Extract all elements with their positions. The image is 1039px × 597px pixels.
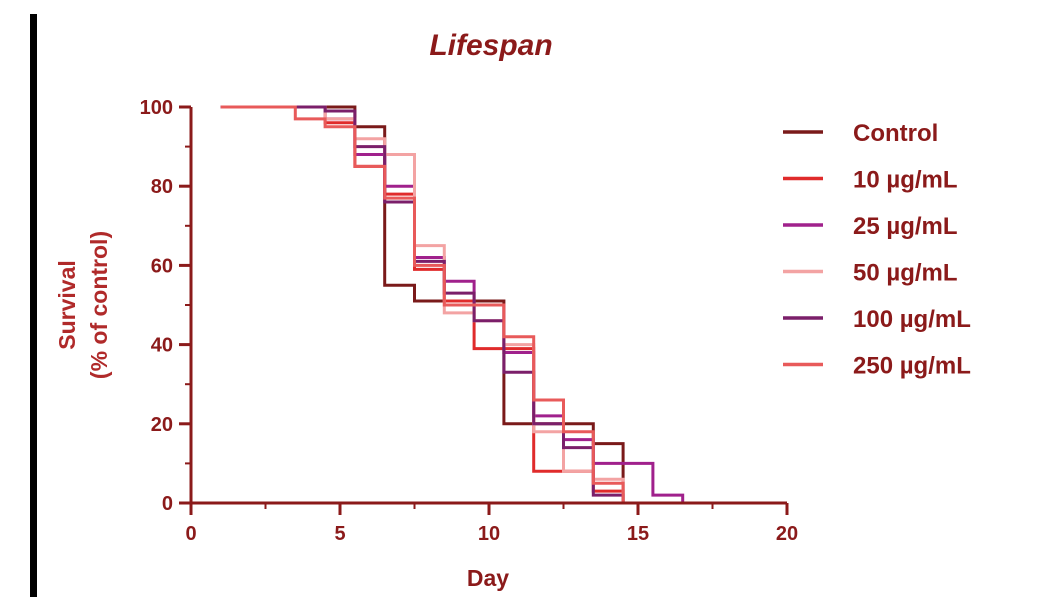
axes-layer: 0 20 40 60 80 100 0 5 10 15 20 [140, 97, 799, 545]
y-tick-label: 80 [151, 176, 173, 198]
y-axis-title-line2: (% of control) [86, 231, 112, 379]
y-axis-title: Survival (% of control) [54, 231, 112, 379]
legend-label-5: 100 µg/mL [853, 306, 971, 333]
chart-title: Lifespan [429, 29, 552, 62]
legend-label-6: 250 µg/mL [853, 353, 971, 380]
legend-label-3: 25 µg/mL [853, 213, 958, 240]
legend-label-4: 50 µg/mL [853, 260, 958, 287]
left-border-bar [30, 14, 37, 597]
x-tick-label: 10 [478, 523, 500, 545]
y-tick-label: 100 [140, 97, 173, 119]
x-axis-title: Day [467, 565, 509, 591]
x-tick-label: 20 [776, 523, 798, 545]
series-layer [220, 105, 685, 503]
x-tick-label: 5 [334, 523, 345, 545]
y-tick-label: 40 [151, 335, 173, 357]
x-tick-label: 15 [627, 523, 649, 545]
y-axis-title-line1: Survival [54, 260, 80, 350]
legend-label-2: 10 µg/mL [853, 167, 958, 194]
legend: Control 10 µg/mL 25 µg/mL 50 µg/mL 100 µg/mL… [783, 120, 971, 380]
series-line-6 [220, 105, 625, 503]
series-line-5 [220, 105, 625, 503]
legend-label-1: Control [853, 120, 938, 147]
x-tick-label: 0 [185, 523, 196, 545]
y-tick-label: 20 [151, 414, 173, 436]
y-tick-label: 60 [151, 255, 173, 277]
y-tick-label: 0 [162, 493, 173, 515]
